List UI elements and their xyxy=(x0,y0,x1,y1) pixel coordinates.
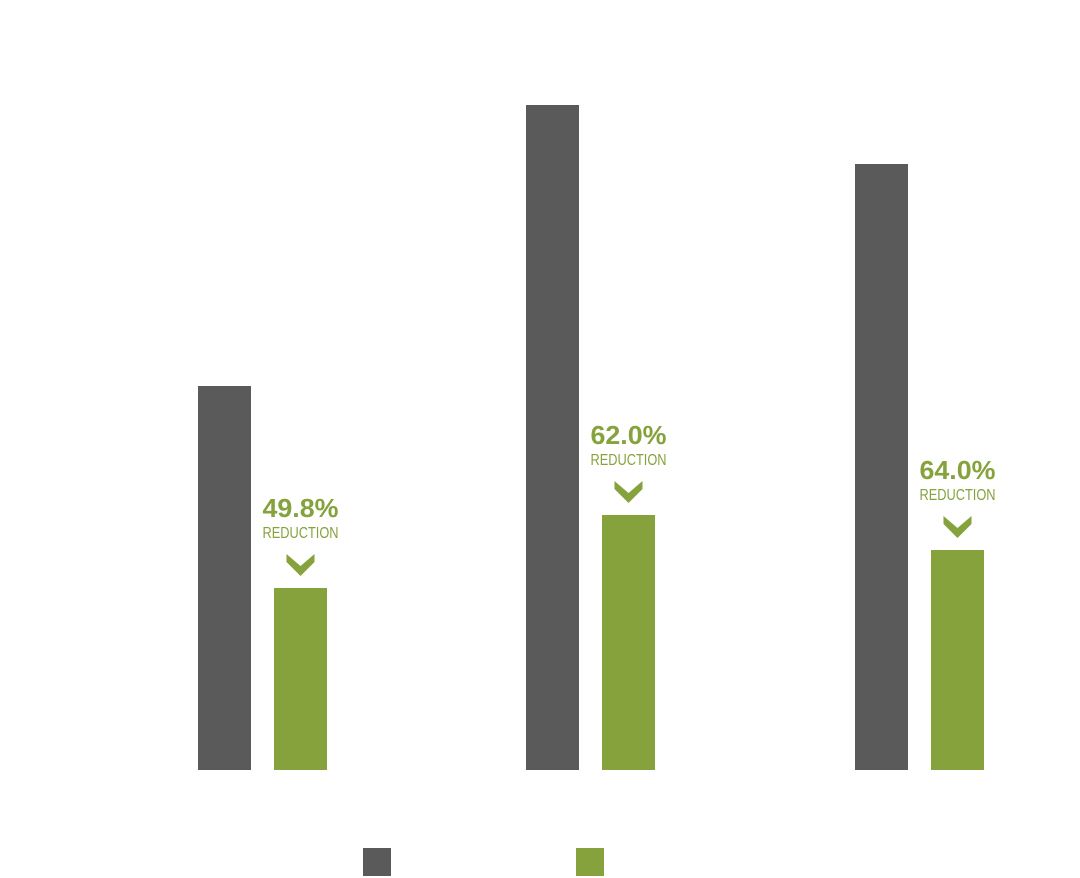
reduction-arrow xyxy=(943,516,972,538)
reduction-label: REDUCTION xyxy=(591,452,667,469)
bar xyxy=(602,515,655,770)
legend-swatch xyxy=(576,848,604,876)
bar xyxy=(198,386,251,770)
bar xyxy=(855,164,908,770)
legend-swatch xyxy=(363,848,391,876)
bar xyxy=(931,550,984,770)
bar xyxy=(526,105,579,770)
reduction-label: REDUCTION xyxy=(920,487,996,504)
reduction-arrow xyxy=(614,481,643,503)
bar xyxy=(274,588,327,770)
reduction-value: 64.0% xyxy=(920,455,996,485)
reduction-value: 62.0% xyxy=(591,420,667,450)
reduction-value: 49.8% xyxy=(263,493,339,523)
reduction-arrow xyxy=(286,554,315,576)
reduction-label: REDUCTION xyxy=(263,525,339,542)
